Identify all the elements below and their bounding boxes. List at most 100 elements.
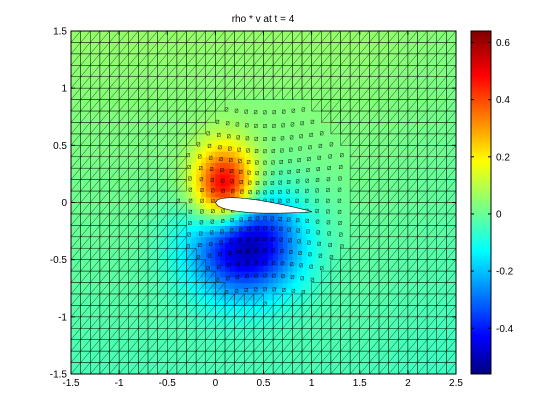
field-cell	[330, 168, 337, 175]
field-cell	[340, 173, 346, 181]
field-cell	[181, 208, 188, 215]
field-cell	[292, 322, 298, 329]
field-cell	[143, 36, 149, 44]
field-cell	[99, 179, 106, 186]
field-cell	[234, 139, 241, 146]
field-cell	[239, 265, 245, 272]
field-cell	[172, 271, 178, 278]
field-cell	[403, 179, 409, 186]
field-cell	[268, 36, 274, 44]
field-cell	[292, 253, 298, 261]
field-cell	[172, 213, 178, 221]
field-cell	[99, 236, 106, 244]
field-cell	[340, 282, 346, 289]
field-cell	[205, 293, 212, 301]
field-cell	[393, 185, 399, 192]
field-cell	[383, 122, 390, 129]
field-cell	[176, 276, 183, 284]
field-cell	[109, 196, 115, 204]
y-tick-label: 1.5	[53, 27, 67, 38]
field-cell	[287, 368, 293, 374]
field-cell	[186, 333, 192, 341]
field-cell	[215, 31, 221, 38]
field-cell	[90, 179, 96, 186]
field-cell	[427, 276, 433, 284]
field-cell	[388, 219, 395, 226]
field-cell	[71, 362, 77, 369]
field-cell	[374, 328, 380, 335]
field-cell	[196, 48, 202, 55]
field-cell	[297, 31, 303, 38]
field-cell	[354, 105, 361, 112]
field-cell	[80, 316, 87, 324]
field-cell	[412, 276, 419, 284]
field-cell	[157, 339, 164, 347]
field-cell	[369, 305, 375, 312]
field-cell	[258, 225, 265, 232]
field-cell	[148, 93, 154, 101]
field-cell	[354, 288, 361, 295]
field-cell	[119, 168, 125, 175]
field-cell	[388, 65, 395, 72]
field-cell	[374, 345, 380, 352]
field-cell	[229, 311, 236, 318]
field-cell	[306, 76, 313, 84]
field-cell	[398, 311, 404, 318]
field-cell	[321, 111, 327, 118]
field-cell	[186, 362, 192, 369]
field-cell	[75, 31, 82, 38]
field-cell	[220, 122, 226, 129]
field-cell	[292, 345, 298, 352]
field-cell	[345, 139, 351, 146]
field-cell	[311, 219, 318, 226]
field-cell	[277, 333, 284, 341]
field-cell	[393, 293, 399, 301]
field-cell	[427, 42, 433, 49]
field-cell	[287, 191, 293, 198]
field-cell	[364, 111, 370, 118]
field-cell	[292, 88, 298, 95]
field-cell	[128, 99, 135, 106]
field-cell	[143, 305, 149, 312]
field-cell	[253, 225, 260, 232]
field-cell	[172, 231, 178, 238]
field-cell	[186, 173, 192, 181]
field-cell	[229, 88, 236, 95]
field-cell	[417, 179, 423, 186]
field-cell	[359, 99, 366, 106]
field-cell	[210, 128, 216, 135]
field-cell	[109, 288, 115, 295]
field-cell	[403, 311, 409, 318]
field-cell	[306, 299, 313, 306]
field-cell	[225, 265, 231, 272]
field-cell	[85, 362, 91, 369]
field-cell	[403, 133, 409, 141]
field-cell	[340, 288, 346, 295]
field-cell	[119, 82, 125, 89]
field-cell	[85, 288, 91, 295]
field-cell	[446, 133, 452, 141]
field-cell	[205, 191, 212, 198]
airfoil-shape	[214, 197, 312, 214]
field-cell	[441, 128, 447, 135]
field-cell	[292, 231, 298, 238]
field-cell	[210, 156, 216, 164]
field-cell	[374, 185, 380, 192]
field-cell	[431, 93, 438, 101]
field-cell	[354, 191, 361, 198]
field-cell	[253, 282, 260, 289]
field-cell	[268, 219, 274, 226]
field-cell	[225, 156, 231, 164]
field-cell	[167, 351, 173, 358]
field-cell	[210, 99, 216, 106]
field-cell	[244, 225, 250, 232]
field-cell	[422, 93, 428, 101]
field-cell	[306, 213, 313, 221]
field-cell	[398, 299, 404, 306]
field-cell	[374, 156, 380, 164]
field-cell	[123, 31, 130, 38]
field-cell	[143, 162, 149, 169]
field-cell	[152, 133, 159, 141]
field-cell	[128, 219, 135, 226]
field-cell	[157, 259, 164, 266]
